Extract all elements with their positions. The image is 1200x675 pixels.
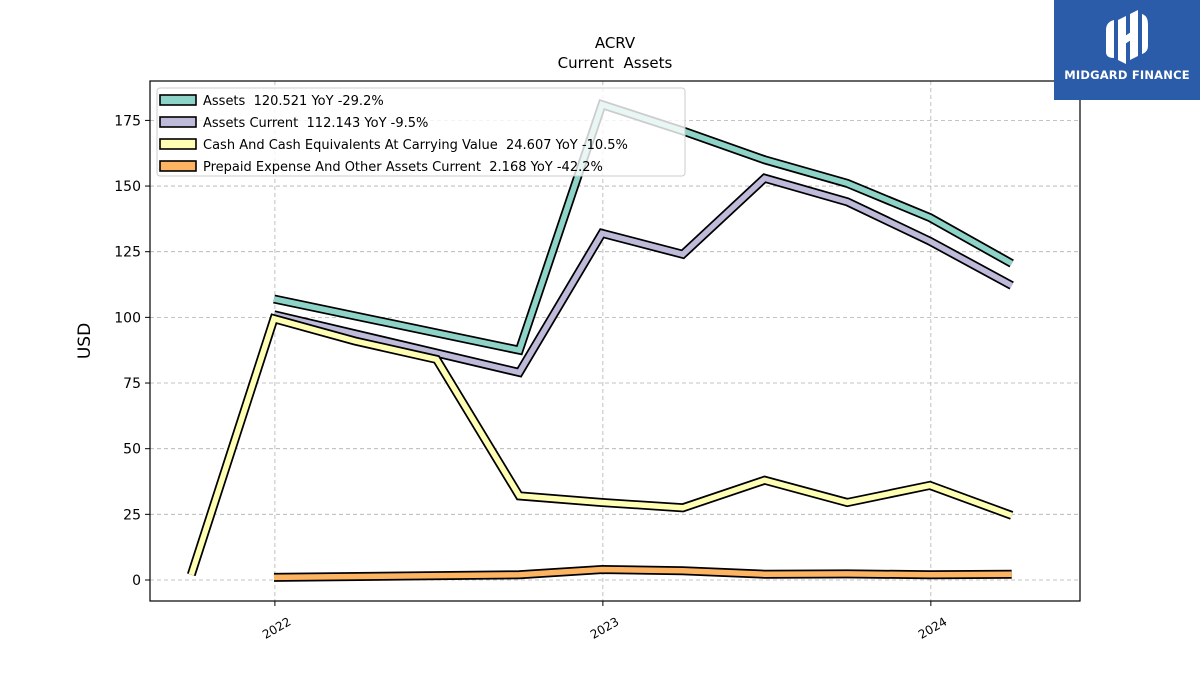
y-tick-label: 125 bbox=[114, 245, 141, 261]
brand-logo: MIDGARD FINANCE bbox=[1054, 0, 1200, 100]
legend: Assets 120.521 YoY -29.2% Assets Current … bbox=[156, 87, 686, 177]
legend-swatch-3 bbox=[159, 160, 197, 172]
midgard-logo-icon bbox=[1106, 10, 1148, 64]
x-axis-ticks: 2022 2023 2024 bbox=[260, 601, 949, 642]
legend-label-3: Prepaid Expense And Other Assets Current… bbox=[203, 160, 603, 175]
series-line-2 bbox=[188, 315, 1013, 576]
series-lines bbox=[187, 98, 1014, 582]
chart-subtitle: Current Assets bbox=[558, 54, 673, 72]
series-line-3 bbox=[273, 566, 1012, 581]
y-tick-label: 50 bbox=[123, 442, 141, 458]
y-tick-label: 0 bbox=[132, 573, 141, 589]
legend-swatch-0 bbox=[159, 94, 197, 106]
brand-logo-text: MIDGARD FINANCE bbox=[1064, 68, 1190, 82]
legend-box bbox=[156, 87, 686, 177]
x-tick-label: 2023 bbox=[588, 614, 621, 641]
legend-swatch-1 bbox=[159, 116, 197, 128]
series-line-1 bbox=[273, 175, 1014, 376]
y-tick-label: 175 bbox=[114, 113, 141, 129]
legend-swatch-2 bbox=[159, 138, 197, 150]
y-axis-ticks: 0 25 50 75 100 125 150 175 bbox=[114, 113, 150, 589]
chart-title: ACRV bbox=[595, 34, 636, 52]
legend-label-1: Assets Current 112.143 YoY -9.5% bbox=[203, 116, 428, 131]
y-tick-label: 100 bbox=[114, 310, 141, 326]
y-tick-label: 25 bbox=[123, 507, 141, 523]
y-axis-label: USD bbox=[75, 323, 95, 359]
x-tick-label: 2022 bbox=[260, 614, 293, 641]
y-tick-label: 150 bbox=[114, 179, 141, 195]
series-line-0 bbox=[273, 101, 1014, 354]
plot-area-frame bbox=[149, 80, 1081, 602]
legend-label-0: Assets 120.521 YoY -29.2% bbox=[203, 94, 384, 109]
series-line-outline-2 bbox=[187, 313, 1014, 577]
legend-label-2: Cash And Cash Equivalents At Carrying Va… bbox=[203, 138, 628, 153]
x-tick-label: 2024 bbox=[916, 614, 949, 641]
y-tick-label: 75 bbox=[123, 376, 141, 392]
